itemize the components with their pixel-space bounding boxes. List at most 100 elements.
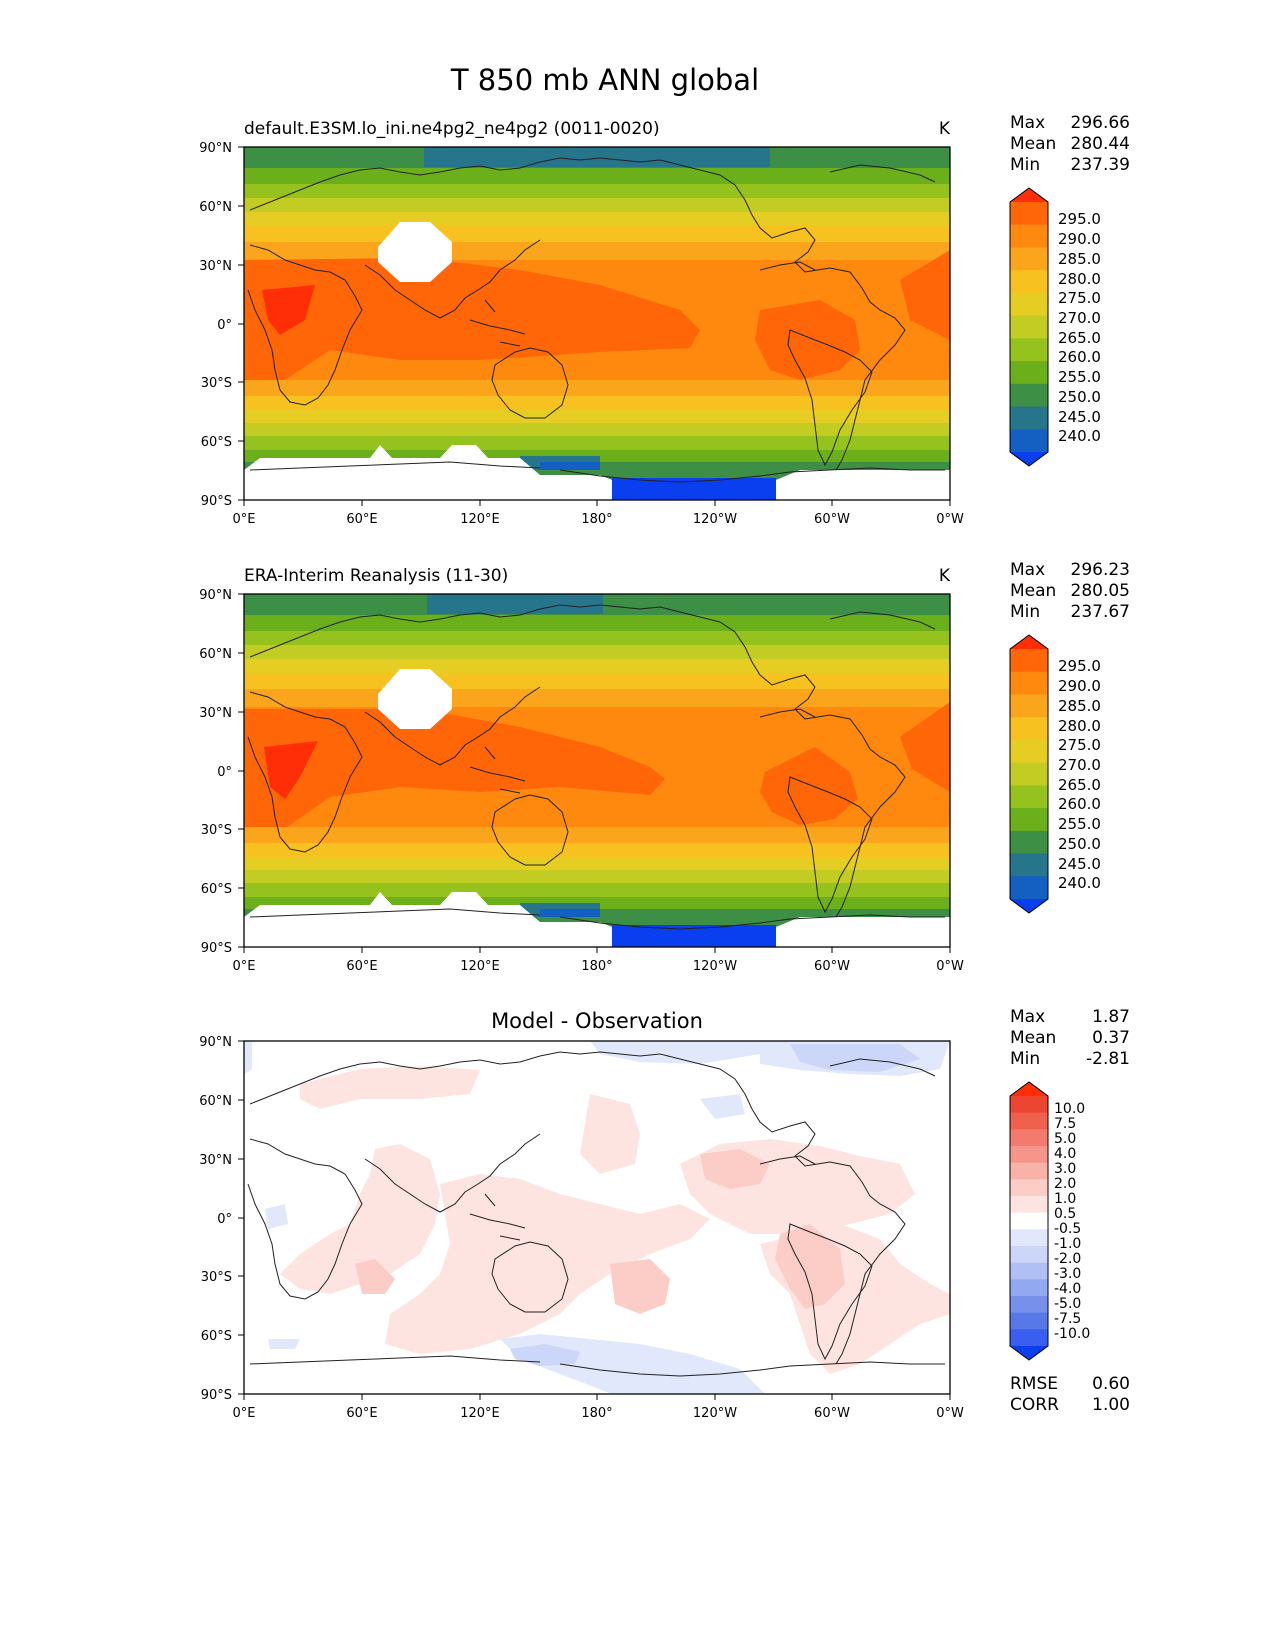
colorbar-label: 4.0 bbox=[1054, 1146, 1076, 1162]
y-tick-label: 30°N bbox=[199, 706, 232, 721]
stat-value: 280.44 bbox=[1071, 134, 1130, 154]
colorbar-swatch bbox=[1010, 452, 1048, 466]
colorbar-swatches bbox=[1009, 1081, 1049, 1361]
colorbar-label: 275.0 bbox=[1058, 736, 1101, 754]
colorbar-swatch bbox=[1010, 1262, 1048, 1280]
panel-1-title: default.E3SM.lo_ini.ne4pg2_ne4pg2 (0011-… bbox=[244, 119, 660, 139]
panel-3-metrics: RMSE 0.60 CORR 1.00 bbox=[1010, 1374, 1130, 1415]
colorbar-label: 250.0 bbox=[1058, 835, 1101, 853]
metric-value: 1.00 bbox=[1092, 1395, 1130, 1415]
colorbar-swatch bbox=[1010, 406, 1048, 430]
colorbar-swatch bbox=[1010, 717, 1048, 741]
y-tick-label: 0° bbox=[217, 765, 232, 780]
x-tick-label: 60°E bbox=[346, 959, 377, 974]
panel-3-x-axis: 0°E 60°E 120°E 180° 120°W 60°W 0°W bbox=[233, 1394, 964, 1421]
colorbar-swatch bbox=[1010, 876, 1048, 900]
colorbar-swatch bbox=[1010, 649, 1048, 673]
stat-label: Max bbox=[1010, 113, 1045, 133]
stat-label: Min bbox=[1010, 155, 1040, 175]
panel-2-title: ERA-Interim Reanalysis (11-30) bbox=[244, 566, 508, 586]
x-tick-label: 180° bbox=[581, 959, 612, 974]
colorbar-swatch bbox=[1010, 1082, 1048, 1096]
y-tick-label: 30°N bbox=[199, 259, 232, 274]
colorbar-label: 290.0 bbox=[1058, 677, 1101, 695]
colorbar-swatch bbox=[1010, 188, 1048, 202]
y-tick-label: 60°N bbox=[199, 1094, 232, 1109]
stat-label: Mean bbox=[1010, 581, 1056, 601]
colorbar-swatch bbox=[1010, 1329, 1048, 1347]
stat-value: 1.87 bbox=[1092, 1007, 1130, 1027]
colorbar-outline bbox=[1009, 634, 1049, 914]
colorbar-label: 250.0 bbox=[1058, 388, 1101, 406]
colorbar-label: 265.0 bbox=[1058, 776, 1101, 794]
colorbar-label: 0.5 bbox=[1054, 1206, 1076, 1222]
x-tick-label: 0°E bbox=[233, 959, 256, 974]
stat-value: 237.39 bbox=[1071, 155, 1130, 175]
x-tick-label: 60°W bbox=[814, 1406, 850, 1421]
y-tick-label: 30°S bbox=[201, 376, 232, 391]
x-tick-label: 60°E bbox=[346, 512, 377, 527]
x-tick-label: 0°W bbox=[936, 1406, 964, 1421]
panel-observation: ERA-Interim Reanalysis (11-30) K bbox=[199, 560, 1130, 974]
panel-2-colorbar: 295.0 290.0 285.0 280.0 275.0 270.0 265.… bbox=[1009, 634, 1101, 914]
stat-label: Min bbox=[1010, 602, 1040, 622]
x-tick-label: 120°E bbox=[460, 959, 500, 974]
colorbar-label: 285.0 bbox=[1058, 250, 1101, 268]
colorbar-label: 270.0 bbox=[1058, 309, 1101, 327]
colorbar-label: 240.0 bbox=[1058, 874, 1101, 892]
colorbar-swatch bbox=[1010, 1162, 1048, 1180]
panel-2-y-axis: 90°N 60°N 30°N 0° 30°S 60°S 90°S bbox=[199, 588, 244, 956]
colorbar-swatch bbox=[1010, 694, 1048, 718]
y-tick-label: 30°S bbox=[201, 823, 232, 838]
colorbar-swatch bbox=[1010, 361, 1048, 385]
colorbar-swatch bbox=[1010, 1279, 1048, 1297]
colorbar-swatch bbox=[1010, 808, 1048, 832]
x-tick-label: 120°W bbox=[693, 512, 737, 527]
colorbar-label: -0.5 bbox=[1054, 1221, 1081, 1237]
colorbar-swatch bbox=[1010, 762, 1048, 786]
colorbar-swatch bbox=[1010, 292, 1048, 317]
y-tick-label: 90°S bbox=[201, 1388, 232, 1403]
colorbar-label: 280.0 bbox=[1058, 717, 1101, 735]
colorbar-swatch bbox=[1010, 853, 1048, 877]
colorbar-swatch bbox=[1010, 224, 1048, 249]
panel-2-x-axis: 0°E 60°E 120°E 180° 120°W 60°W 0°W bbox=[233, 947, 964, 974]
x-tick-label: 0°E bbox=[233, 1406, 256, 1421]
stat-value: 296.66 bbox=[1071, 113, 1130, 133]
y-tick-label: 90°N bbox=[199, 1035, 232, 1050]
colorbar-label: 275.0 bbox=[1058, 289, 1101, 307]
panel-2-stats: Max 296.23 Mean 280.05 Min 237.67 bbox=[1010, 560, 1130, 622]
colorbar-label: -3.0 bbox=[1054, 1266, 1081, 1282]
colorbar-swatch bbox=[1010, 247, 1048, 271]
stat-label: Min bbox=[1010, 1049, 1040, 1069]
colorbar-swatch bbox=[1010, 739, 1048, 764]
colorbar-swatch bbox=[1010, 383, 1048, 408]
panel-2-units: K bbox=[939, 566, 951, 586]
metric-label: RMSE bbox=[1010, 1374, 1058, 1394]
y-tick-label: 90°N bbox=[199, 141, 232, 156]
colorbar-label: 260.0 bbox=[1058, 348, 1101, 366]
x-tick-label: 60°W bbox=[814, 959, 850, 974]
colorbar-swatch bbox=[1010, 1096, 1048, 1114]
colorbar-label: 265.0 bbox=[1058, 329, 1101, 347]
colorbar-label: -7.5 bbox=[1054, 1311, 1081, 1327]
colorbar-label: -5.0 bbox=[1054, 1296, 1081, 1312]
y-tick-label: 30°N bbox=[199, 1153, 232, 1168]
colorbar-label: 255.0 bbox=[1058, 815, 1101, 833]
stat-label: Mean bbox=[1010, 134, 1056, 154]
colorbar-label: 295.0 bbox=[1058, 657, 1101, 675]
x-tick-label: 120°W bbox=[693, 959, 737, 974]
colorbar-label: 280.0 bbox=[1058, 270, 1101, 288]
x-tick-label: 60°E bbox=[346, 1406, 377, 1421]
colorbar-swatch bbox=[1010, 830, 1048, 855]
x-tick-label: 0°W bbox=[936, 512, 964, 527]
x-tick-label: 60°W bbox=[814, 512, 850, 527]
x-tick-label: 120°E bbox=[460, 1406, 500, 1421]
colorbar-swatch bbox=[1010, 338, 1048, 362]
x-tick-label: 120°E bbox=[460, 512, 500, 527]
panel-difference: Model - Observation bbox=[199, 1007, 1130, 1421]
colorbar-label: 3.0 bbox=[1054, 1161, 1076, 1177]
x-tick-label: 0°E bbox=[233, 512, 256, 527]
panel-1-units: K bbox=[939, 119, 951, 139]
y-tick-label: 60°N bbox=[199, 200, 232, 215]
